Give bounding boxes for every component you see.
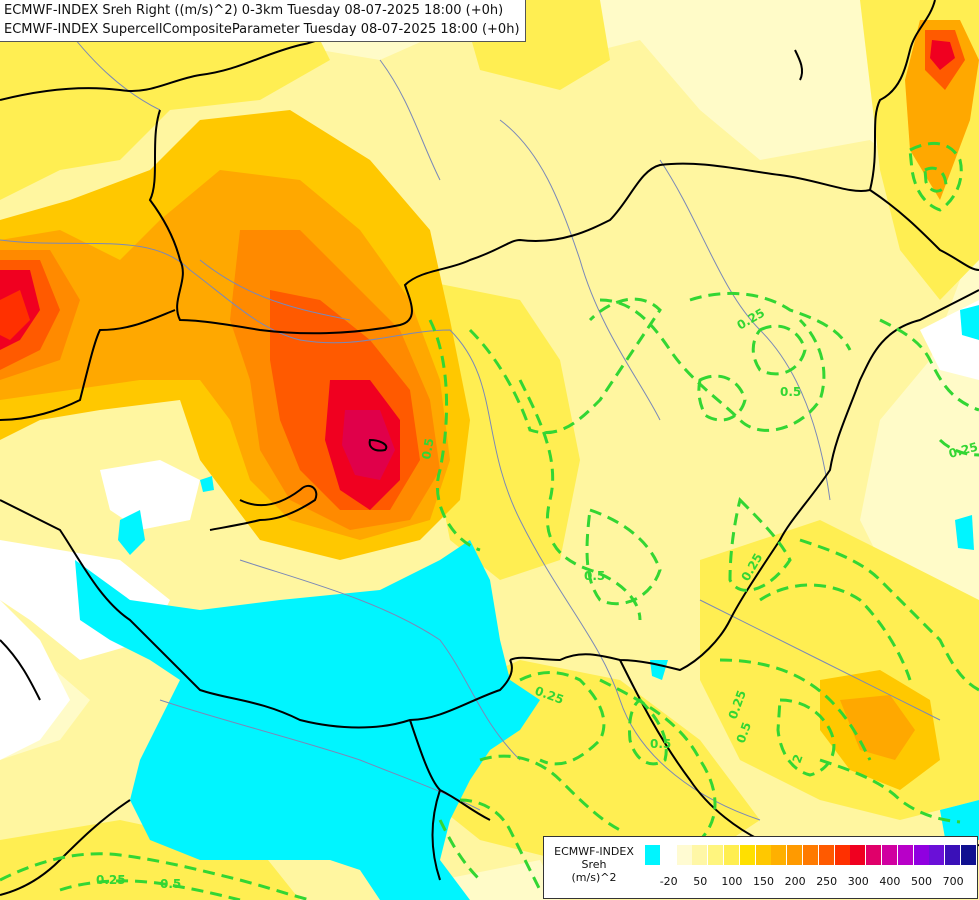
map-title-scp: ECMWF-INDEX SupercellCompositeParameter … [4, 22, 520, 37]
legend-swatch [755, 845, 771, 865]
legend-swatch [708, 845, 724, 865]
legend-swatch [866, 845, 882, 865]
map-title-sreh: ECMWF-INDEX Sreh Right ((m/s)^2) 0-3km T… [4, 3, 504, 18]
scp-contours [0, 141, 979, 900]
legend-swatch [850, 845, 866, 865]
legend-swatch [882, 845, 897, 865]
legend-swatch [803, 845, 818, 865]
legend-tick-label: 400 [879, 875, 901, 888]
legend-swatch [945, 845, 961, 865]
legend-swatch [739, 845, 755, 865]
legend-swatch [660, 845, 676, 865]
legend-tick-label: 700 [942, 875, 964, 888]
legend-swatch [787, 845, 803, 865]
legend-swatch [676, 845, 692, 865]
legend-swatch [818, 845, 834, 865]
contour-label: 0.5 [734, 720, 754, 745]
legend-unit: (m/s)^2 [571, 871, 617, 884]
contour-label: 0.25 [96, 873, 126, 887]
legend-tick-label: 250 [816, 875, 838, 888]
legend-swatch [692, 845, 708, 865]
legend-swatch [929, 845, 945, 865]
legend-tick-label: 150 [753, 875, 774, 888]
sreh-field-orange [0, 20, 979, 790]
legend-swatch [834, 845, 850, 865]
legend-tick-label: 500 [911, 875, 932, 888]
legend-swatch [645, 845, 660, 865]
legend-swatch [961, 845, 976, 865]
legend-tick-label: -20 [659, 875, 678, 888]
legend-title: ECMWF-INDEX Sreh (m/s)^2 [550, 845, 638, 884]
legend-tick-label: 200 [784, 875, 806, 888]
legend-swatch [897, 845, 913, 865]
legend-tick-label: 300 [847, 875, 869, 888]
legend-tick-label: 100 [721, 875, 743, 888]
contour-label: 0.5 [419, 437, 436, 460]
legend-field: Sreh [581, 858, 607, 871]
map-title-box: ECMWF-INDEX Sreh Right ((m/s)^2) 0-3km T… [0, 0, 526, 42]
legend-model: ECMWF-INDEX [554, 845, 634, 858]
contour-label: 0.5 [584, 569, 605, 583]
contour-label: 0.5 [780, 385, 801, 399]
contour-label: 0.5 [650, 737, 671, 751]
legend-swatch [724, 845, 739, 865]
legend-swatch [771, 845, 787, 865]
legend-swatch [913, 845, 929, 865]
color-legend: ECMWF-INDEX Sreh (m/s)^2 -20 50 100 150 200 2… [543, 836, 978, 899]
contour-label: 0.5 [160, 877, 181, 891]
legend-tick-label: 50 [693, 875, 708, 888]
